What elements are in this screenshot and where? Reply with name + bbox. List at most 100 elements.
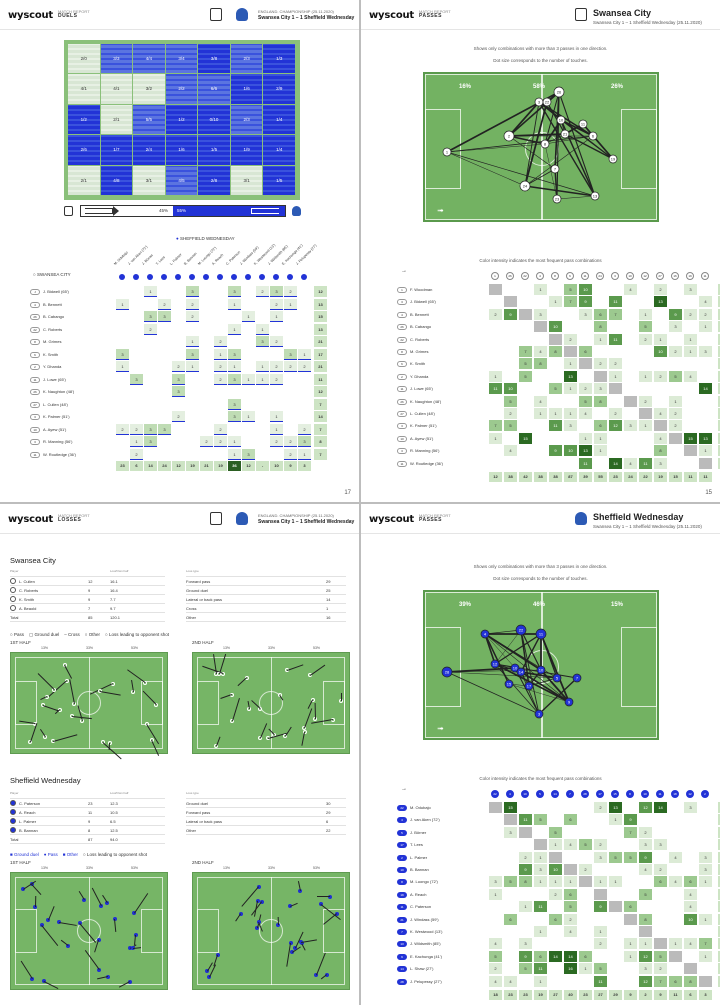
- page-header: wyscout MATCH REPORT PASSES Sheffield Wed…: [361, 504, 720, 534]
- loss-type: Other: [186, 615, 197, 620]
- matrix-cell: 6: [579, 950, 592, 962]
- row-total: 11: [718, 938, 720, 950]
- matrix-cell: 8: [594, 395, 607, 407]
- matrix-row: 3 K. Palmer (51'): [30, 411, 330, 423]
- matrix-cell: 1: [534, 408, 547, 419]
- matrix-cell: 2: [214, 423, 227, 435]
- matrix-col-header: 12: [686, 790, 694, 798]
- pass-link: [544, 91, 560, 145]
- loss-marker-icon: [205, 968, 210, 973]
- player-node: [608, 154, 618, 164]
- matrix-cell: 3: [594, 383, 607, 395]
- col-type-header: Loss type: [186, 791, 199, 795]
- sheffield-section-title: Sheffield Wednesday: [10, 776, 81, 785]
- duel-zone-cell: 1/4: [263, 104, 295, 135]
- pass-link: [508, 101, 540, 137]
- pass-link: [508, 135, 556, 170]
- matrix-cell: 4: [654, 432, 667, 444]
- sheffield-loss-types-table: Loss type Ground duel 30 Forward pass 29 Late…: [186, 790, 346, 838]
- duel-zone-cell: 2/0: [68, 44, 100, 74]
- loss-marker-icon: [105, 900, 110, 905]
- matrix-cell: 3: [172, 373, 185, 385]
- column-total: 21: [200, 461, 213, 471]
- loss-marker-icon: [50, 739, 55, 744]
- matrix-cell: 1: [549, 876, 562, 888]
- zone-pct-label: 33%: [268, 646, 276, 650]
- player-node-label: 3: [538, 712, 541, 717]
- matrix-cell: 5: [639, 888, 652, 900]
- player-number-icon: 22: [397, 336, 407, 343]
- loss-marker-icon: [133, 933, 138, 938]
- player-dot-icon: [273, 274, 279, 280]
- loss-marker-icon: [288, 904, 293, 909]
- matrix-cell: 1: [270, 423, 283, 435]
- matrix-cell: 1: [669, 938, 682, 950]
- column-total: 9: [284, 461, 297, 471]
- loss-type-count: 16: [326, 615, 331, 620]
- player-node: [540, 139, 550, 149]
- matrix-row: 9 E. Kachunga (41'): [397, 951, 707, 963]
- column-total: 15: [669, 472, 682, 482]
- player-name: Y. Dhanda: [43, 364, 62, 369]
- matrix-diagonal-cell: [699, 975, 712, 987]
- duel-zone-cell: 2/1: [100, 104, 133, 135]
- matrix-cell: 3: [669, 321, 682, 333]
- table-row: C. Paterson 23 12.3: [10, 799, 165, 808]
- pass-link: [494, 633, 542, 665]
- player-node-label: 23: [555, 197, 560, 202]
- pass-link: [540, 669, 570, 703]
- matrix-cell: 9: [519, 864, 532, 875]
- player-number-icon: 5: [397, 829, 407, 836]
- matrix-cell: 2: [186, 298, 199, 310]
- player-number-icon: 11: [397, 904, 407, 911]
- column-total: 14: [144, 461, 157, 471]
- matrix-diagonal-cell: [624, 913, 637, 925]
- player-node: [550, 164, 560, 174]
- matrix-col-header: 26: [506, 272, 514, 280]
- player-name: B. Cabango: [43, 314, 65, 319]
- loss-count: 7: [88, 606, 91, 611]
- loss-marker-icon: [257, 919, 262, 924]
- table-row: Lateral or back pass 6: [186, 817, 346, 826]
- matrix-cell: 5: [609, 851, 622, 863]
- player-node: [441, 666, 453, 678]
- matrix-col-header: 10: [521, 790, 529, 798]
- matrix-row: 22 C. Roberts: [30, 324, 330, 336]
- matrix-row: 26 K. Naughton (48'): [30, 386, 330, 398]
- wyscout-logo: wyscout: [369, 514, 415, 525]
- player-number-icon: 19: [397, 891, 407, 898]
- arrow-left-icon: [251, 208, 279, 214]
- matrix-cell: 9: [624, 814, 637, 826]
- duel-zone-cell: 2/4: [133, 135, 165, 165]
- player-number-icon: 10: [397, 435, 407, 442]
- player-number-icon: 4: [30, 301, 40, 308]
- matrix-col-header: M. Odubajo: [113, 250, 129, 266]
- matrix-cell: 5: [504, 420, 517, 432]
- column-total: 29: [609, 990, 622, 1000]
- matrix-cell: 1: [270, 411, 283, 422]
- player-name: C. Paterson: [410, 904, 432, 910]
- player-name: C. Roberts: [19, 588, 39, 593]
- row-total: 12: [314, 386, 327, 397]
- loss-own-half: 7.7: [110, 597, 116, 602]
- matrix-cell: 13: [654, 296, 667, 308]
- total-own-half: 94.0: [110, 837, 118, 842]
- matrix-cell: 5: [564, 901, 577, 913]
- loss-marker-icon: [255, 925, 260, 930]
- table-row: Lateral or back pass 14: [186, 595, 346, 604]
- sheffield-crest-icon: [292, 206, 301, 216]
- matrix-cell: 3: [144, 423, 157, 435]
- player-name: T. Lees: [410, 842, 423, 848]
- matrix-cell: 10: [654, 346, 667, 357]
- player-name: J. Bidwell (65'): [410, 299, 436, 305]
- duel-zone-cell: 1/6: [230, 74, 263, 104]
- swansea-section-title: Swansea City: [10, 556, 56, 565]
- matrix-col-header: 19: [686, 272, 694, 280]
- column-total: 2: [639, 990, 652, 1000]
- table-header: Player Lost/Own half: [10, 568, 165, 577]
- row-total: 22: [718, 284, 720, 295]
- matrix-cell: 5: [654, 950, 667, 962]
- matrix-cell: 4: [684, 938, 697, 950]
- player-name: K. Palmer (51'): [410, 423, 437, 429]
- wyscout-logo: wyscout: [8, 514, 54, 525]
